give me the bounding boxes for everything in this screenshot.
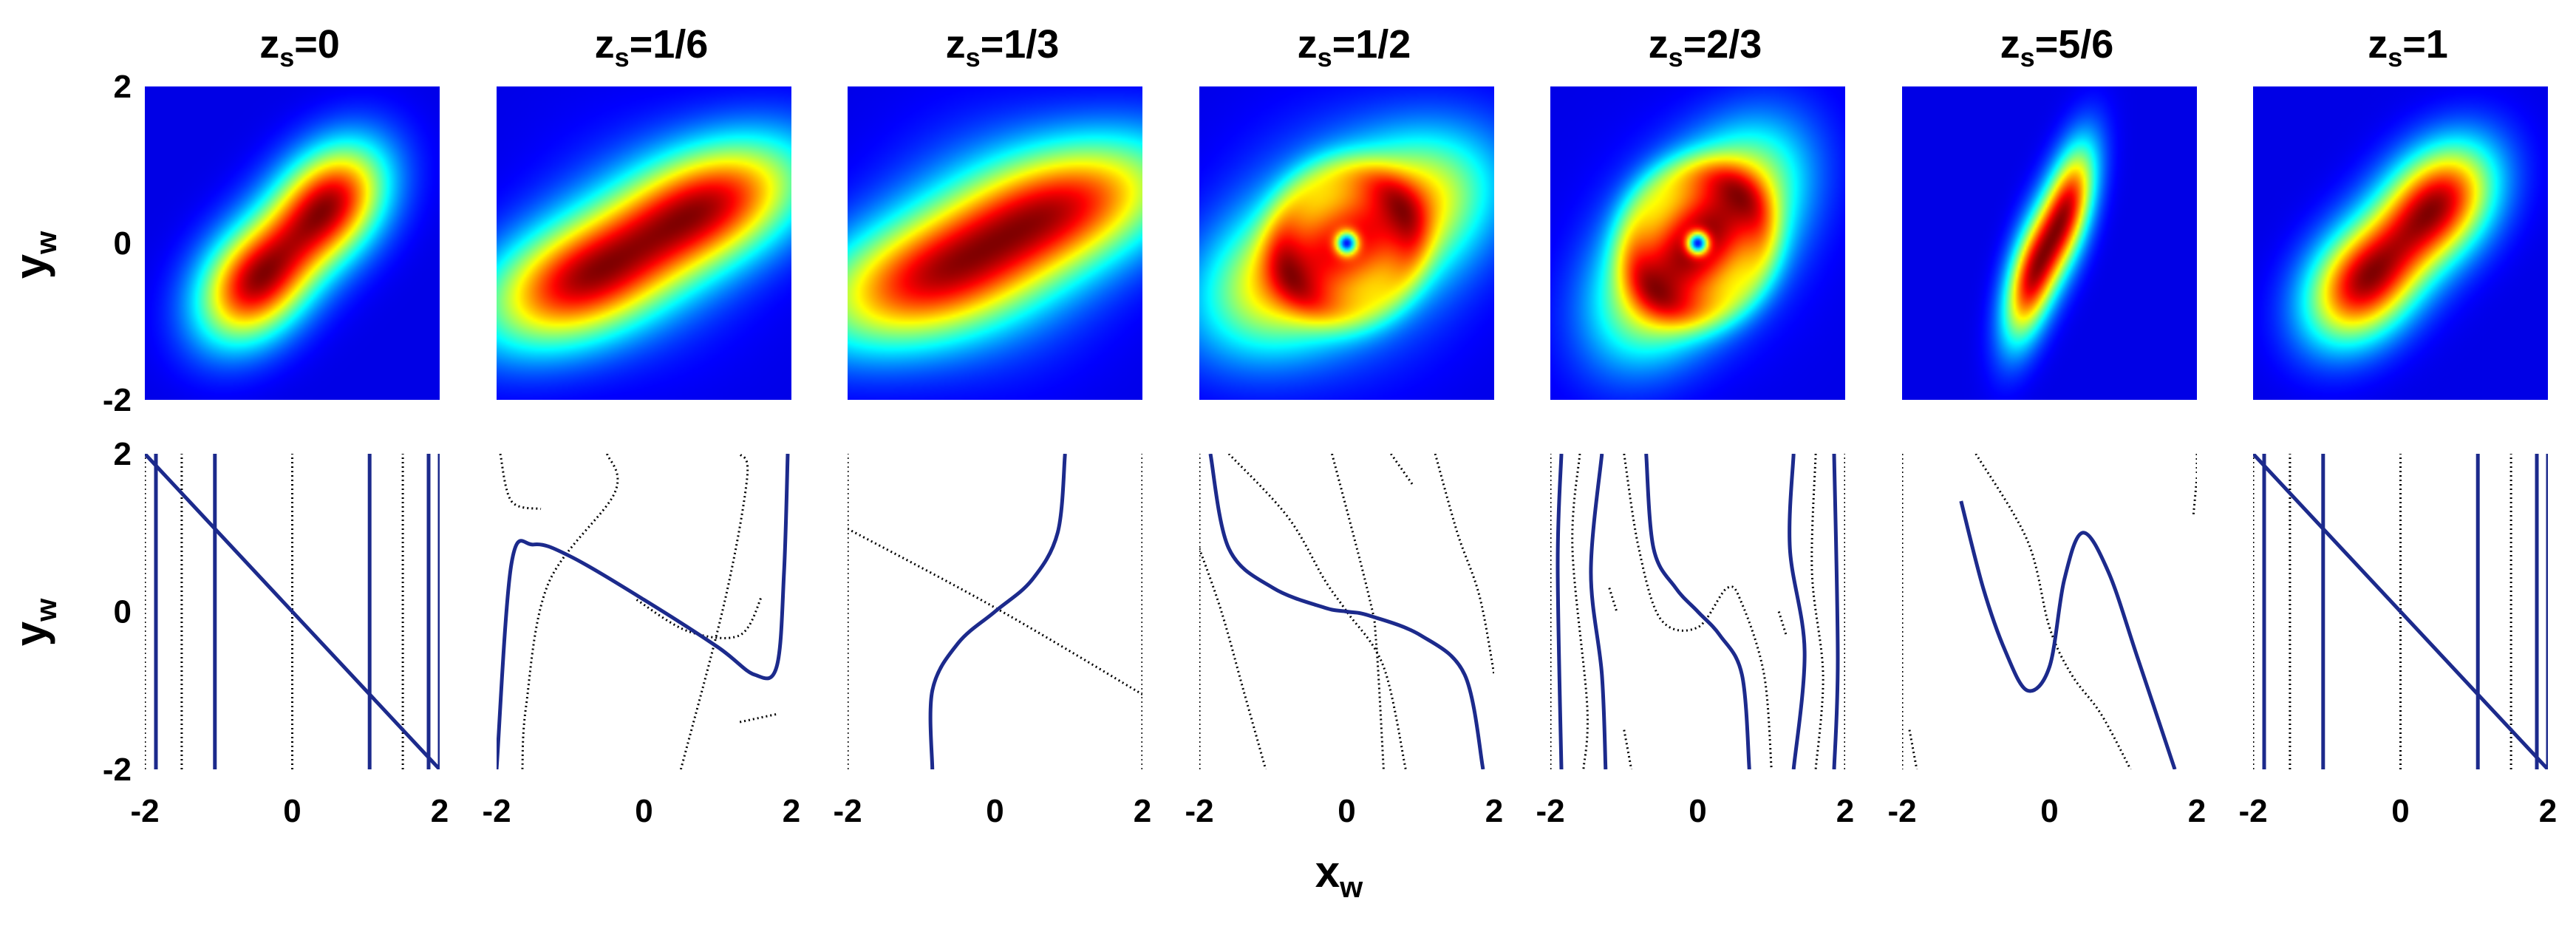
panel-title: zs=0	[259, 22, 340, 72]
panel-titles: zs=0 zs=1/6 zs=1/3 zs=1/2 zs=2/3 zs=5/6 zs=1	[259, 22, 2448, 72]
dotted-curve	[1390, 454, 1414, 486]
panel-title: zs=1/2	[1298, 22, 1411, 72]
x-tick-label: 0	[986, 793, 1004, 829]
dotted-curve	[1623, 729, 1633, 769]
curve-panel	[848, 454, 1142, 769]
panel-title: zs=1	[2368, 22, 2448, 72]
y-tick-label: 0	[114, 225, 132, 262]
tick-labels: 2 0 -2 2 0 -2 -2 0 2 -2 0 2 -2 0 2 -2 0 2 -2 0 2 -2 0 2 -2 0 2	[103, 69, 2557, 829]
x-tick-label: -2	[1536, 793, 1564, 829]
dotted-curve	[499, 454, 542, 511]
solid-curve	[1788, 454, 1807, 769]
y-tick-label: -2	[103, 752, 132, 788]
heatmap-panel	[145, 86, 440, 400]
ylabel-top: yw	[6, 231, 63, 279]
x-tick-label: 2	[1836, 793, 1854, 829]
dotted-curve	[1434, 454, 1494, 676]
dotted-curve	[1199, 548, 1267, 769]
x-tick-label: -2	[1887, 793, 1916, 829]
panel-title: zs=2/3	[1649, 22, 1762, 72]
heatmap-panel	[1199, 86, 1494, 400]
x-tick-label: -2	[1185, 793, 1213, 829]
x-tick-label: -2	[130, 793, 159, 829]
solid-curve	[1208, 454, 1485, 769]
dotted-curve	[739, 712, 777, 724]
solid-curve	[1589, 454, 1608, 769]
solid-curve	[2253, 454, 2548, 769]
dotted-curve	[1810, 454, 1824, 769]
x-tick-label: 0	[1689, 793, 1706, 829]
dotted-curve	[521, 454, 619, 769]
heatmap-panel	[497, 86, 791, 400]
x-tick-label: 2	[1134, 793, 1151, 829]
y-tick-label: 0	[114, 594, 132, 630]
x-tick-label: 2	[431, 793, 449, 829]
curve-panel	[1550, 454, 1845, 769]
panel-title: zs=5/6	[2000, 22, 2114, 72]
dotted-curve	[2192, 477, 2197, 517]
curve-row	[145, 454, 2548, 769]
x-tick-label: 0	[283, 793, 301, 829]
dotted-curve	[1908, 729, 1918, 769]
x-tick-label: 2	[783, 793, 800, 829]
dotted-curve	[636, 595, 763, 639]
x-tick-label: 0	[1338, 793, 1355, 829]
solid-curve	[1959, 500, 2177, 769]
heatmap-panel	[1902, 86, 2197, 400]
x-tick-label: 2	[2539, 793, 2557, 829]
solid-curve	[497, 454, 790, 769]
y-tick-label: 2	[114, 436, 132, 472]
x-tick-label: -2	[833, 793, 862, 829]
curve-panel	[1902, 454, 2197, 769]
heatmap-row	[145, 86, 2548, 400]
x-tick-label: 0	[635, 793, 652, 829]
curve-panel	[1199, 454, 1494, 769]
x-tick-label: 2	[1485, 793, 1503, 829]
solid-curve	[1556, 454, 1564, 769]
xlabel: xw	[1315, 847, 1363, 904]
heatmap-panel	[1550, 86, 1845, 400]
panel-title: zs=1/3	[946, 22, 1060, 72]
curve-panel	[497, 454, 790, 769]
dotted-curve	[848, 528, 1142, 695]
dotted-curve	[1227, 454, 1407, 769]
curve-panel	[2253, 454, 2548, 769]
y-tick-label: 2	[114, 69, 132, 105]
dotted-curve	[1777, 611, 1788, 636]
x-tick-label: 0	[2040, 793, 2058, 829]
x-tick-label: -2	[2238, 793, 2267, 829]
panel-title: zs=1/6	[595, 22, 709, 72]
y-tick-label: -2	[103, 382, 132, 418]
heatmap-panel	[2253, 86, 2548, 400]
dotted-curve	[1571, 454, 1589, 769]
heatmap-panel	[848, 86, 1142, 400]
ylabel-bottom: yw	[6, 598, 63, 646]
curve-panel	[145, 454, 440, 769]
x-tick-label: -2	[482, 793, 511, 829]
dotted-curve	[1608, 588, 1618, 612]
dotted-curve	[679, 454, 749, 769]
x-tick-label: 0	[2391, 793, 2409, 829]
x-tick-label: 2	[2188, 793, 2206, 829]
solid-curve	[928, 454, 1067, 769]
dotted-curve	[1974, 454, 2132, 769]
solid-curve	[145, 454, 440, 769]
solid-curve	[1644, 454, 1751, 769]
solid-curve	[1832, 454, 1840, 769]
